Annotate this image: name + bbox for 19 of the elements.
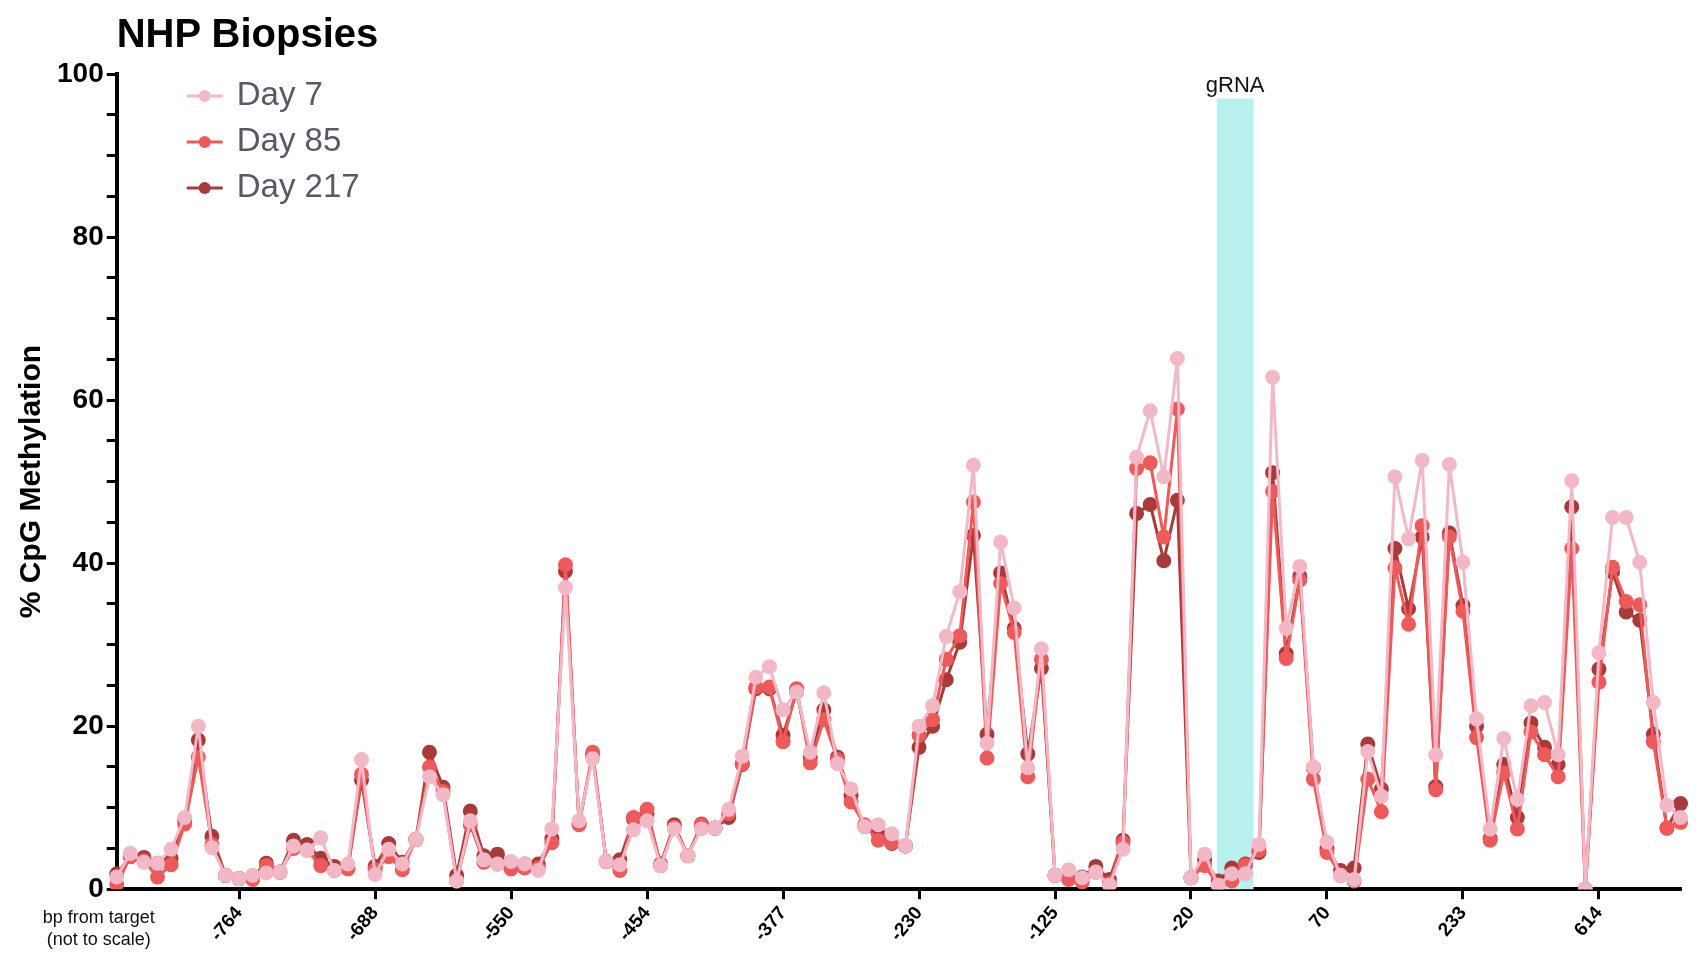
chart-title: NHP Biopsies: [116, 11, 379, 56]
y-tick-label: 20: [72, 708, 104, 740]
legend-label: Day 217: [236, 167, 360, 205]
y-tick-label: 60: [72, 382, 104, 414]
y-tick-label: 80: [72, 219, 104, 251]
x-axis-title: bp from target (not to scale): [42, 907, 155, 950]
legend-label: Day 7: [236, 75, 323, 113]
x-tick-label: 614: [1569, 901, 1607, 940]
x-tick-label: -230: [885, 901, 927, 945]
x-tick-label: 70: [1304, 901, 1335, 932]
y-tick-label: 40: [72, 545, 104, 577]
y-axis-title: % CpG Methylation: [13, 344, 47, 619]
x-tick-label: -20: [1164, 901, 1199, 937]
annotation: gRNA: [1205, 71, 1265, 97]
y-tick-label: 0: [88, 871, 104, 903]
x-tick-label: 233: [1433, 901, 1471, 940]
x-tick-label: -550: [477, 901, 519, 945]
legend-label: Day 85: [236, 121, 342, 159]
y-tick-label: 100: [57, 56, 104, 88]
